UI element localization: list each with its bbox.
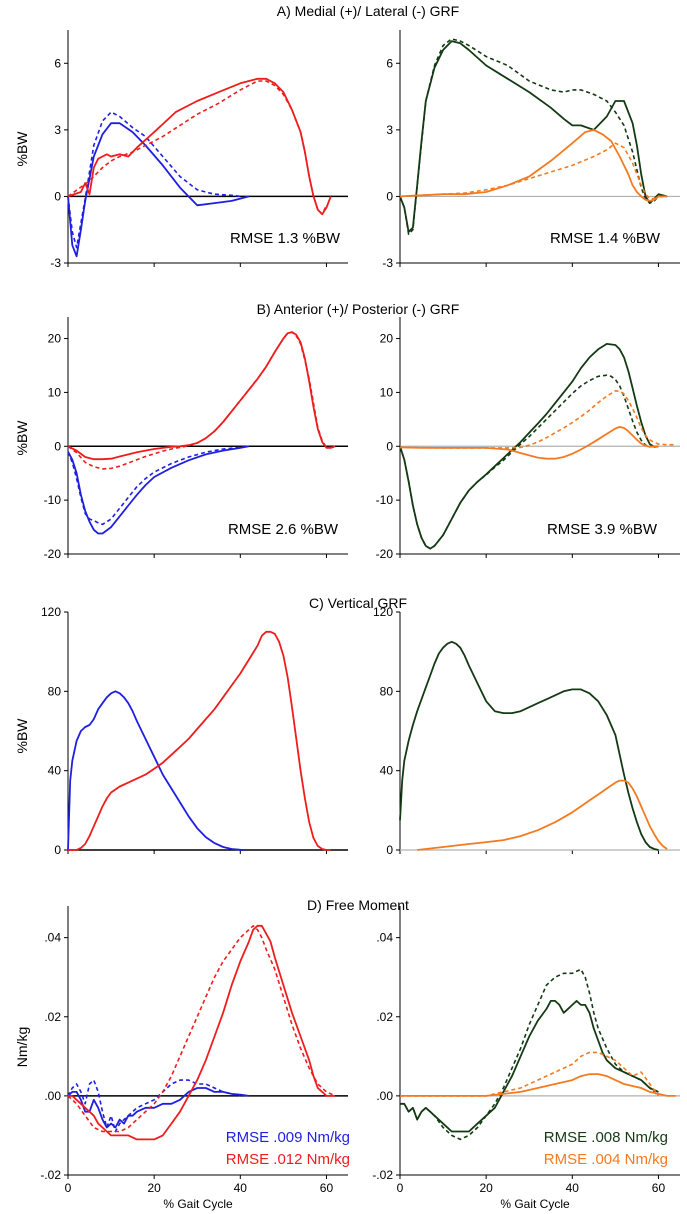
y-tick-label: 0	[54, 189, 61, 203]
title-c: C) Vertical GRF	[309, 595, 407, 611]
y-tick-label: -.02	[372, 1168, 393, 1182]
rmse-annotation: RMSE 1.4 %BW	[550, 230, 661, 247]
y-tick-label: 0	[386, 189, 393, 203]
y-tick-label: 40	[380, 764, 394, 778]
y-tick-label: 40	[48, 764, 62, 778]
series-line-measured	[68, 924, 336, 1141]
y-tick-label: .00	[44, 1089, 61, 1103]
xlabel-left: % Gait Cycle	[163, 1197, 233, 1211]
y-tick-label: 0	[386, 843, 393, 857]
rmse-annotation: RMSE 1.3 %BW	[230, 230, 341, 247]
series-line-predicted	[400, 1051, 660, 1097]
y-tick-label: 120	[373, 605, 393, 619]
series-line-measured	[67, 1087, 250, 1129]
rmse-annotation: RMSE .009 Nm/kg	[226, 1129, 350, 1146]
y-tick-label: -3	[382, 256, 393, 270]
series-line-predicted	[67, 925, 336, 1133]
rmse-annotation: RMSE 3.9 %BW	[547, 521, 658, 538]
xlabel-right: % Gait Cycle	[500, 1197, 570, 1211]
y-tick-label: .04	[376, 931, 393, 945]
y-tick-label: -20	[44, 547, 62, 561]
x-tick-label: 20	[147, 1181, 161, 1195]
y-tick-label: .02	[376, 1010, 393, 1024]
y-tick-label: -20	[376, 547, 394, 561]
panel-c-right: 0 40 80 120	[373, 605, 680, 857]
y-tick-label: 0	[54, 843, 61, 857]
ylabel-d: Nm/kg	[14, 1027, 30, 1067]
x-tick-label: 40	[566, 1181, 580, 1195]
series-line-predicted	[67, 1079, 241, 1133]
y-tick-label: 80	[48, 684, 62, 698]
panel-c-left: 0 40 80 120	[41, 605, 348, 857]
y-tick-label: 120	[41, 605, 61, 619]
rmse-annotation: RMSE .012 Nm/kg	[226, 1151, 350, 1168]
y-tick-label: 3	[386, 123, 393, 137]
series-line-predicted	[400, 968, 660, 1141]
y-tick-label: .04	[44, 931, 61, 945]
x-tick-label: 0	[65, 1181, 72, 1195]
panel-a-left: -3 0 3 6 RMSE 1.3 %BW	[50, 30, 348, 270]
series-line-predicted	[67, 80, 328, 215]
series-line-measured	[67, 331, 336, 461]
ylabel-b: %BW	[14, 420, 30, 456]
y-tick-label: 6	[54, 56, 61, 70]
series-line-predicted	[67, 111, 241, 249]
x-tick-label: 60	[320, 1181, 334, 1195]
panels: -3 0 3 6 RMSE 1.3 %BW -3 0 3 6 RMSE 1.4 %BW -20 -10…	[40, 30, 680, 1195]
series-line-measured	[67, 122, 250, 258]
y-tick-label: 0	[386, 439, 393, 453]
panel-d-right: -.02 .00 .02 .04 0 20 40 60 RMSE .008 Nm/kg RMSE …	[372, 906, 680, 1195]
series-line-measured	[417, 779, 668, 851]
ylabel-a: %BW	[14, 131, 30, 167]
x-tick-label: 0	[397, 1181, 404, 1195]
x-tick-label: 40	[234, 1181, 248, 1195]
series-line-measured	[68, 630, 331, 851]
y-tick-label: 10	[48, 385, 62, 399]
y-tick-label: 10	[380, 385, 394, 399]
series-line-measured	[399, 129, 668, 202]
panel-b-left: -20 -10 0 10 20 RMSE 2.6 %BW	[44, 317, 348, 561]
ylabel-c: %BW	[14, 718, 30, 754]
y-tick-label: .02	[44, 1010, 61, 1024]
y-tick-label: 3	[54, 123, 61, 137]
y-tick-label: -3	[50, 256, 61, 270]
y-tick-label: -10	[44, 493, 62, 507]
series-line-predicted	[399, 142, 659, 200]
panel-d-left: -.02 .00 .02 .04 0 20 40 60 RMSE .009 Nm/kg RMSE …	[40, 906, 350, 1195]
panel-b-right: -20 -10 0 10 20 RMSE 3.9 %BW	[376, 317, 680, 561]
series-line-predicted	[399, 374, 659, 550]
x-tick-label: 60	[652, 1181, 666, 1195]
rmse-annotation: RMSE .008 Nm/kg	[544, 1129, 668, 1146]
series-line-measured	[67, 690, 245, 851]
title-a: A) Medial (+)/ Lateral (-) GRF	[277, 3, 459, 19]
rmse-annotation: RMSE 2.6 %BW	[228, 521, 339, 538]
series-line-measured	[400, 1073, 676, 1097]
y-tick-label: -10	[376, 493, 394, 507]
y-tick-label: -.02	[40, 1168, 61, 1182]
y-tick-label: 20	[380, 332, 394, 346]
y-tick-label: 0	[54, 439, 61, 453]
series-line-measured	[399, 640, 659, 851]
series-line-predicted	[67, 331, 336, 470]
series-line-measured	[400, 1000, 659, 1133]
rmse-annotation: RMSE .004 Nm/kg	[544, 1151, 668, 1168]
y-tick-label: 20	[48, 332, 62, 346]
series-line-predicted	[399, 38, 668, 235]
y-tick-label: 80	[380, 684, 394, 698]
series-line-predicted	[399, 390, 676, 449]
y-tick-label: 6	[386, 56, 393, 70]
title-b: B) Anterior (+)/ Posterior (-) GRF	[257, 301, 460, 317]
series-line-measured	[67, 77, 332, 216]
y-tick-label: .00	[376, 1089, 393, 1103]
x-tick-label: 20	[479, 1181, 493, 1195]
panel-a-right: -3 0 3 6 RMSE 1.4 %BW	[382, 30, 680, 270]
series-line-predicted	[67, 445, 250, 526]
title-d: D) Free Moment	[307, 897, 409, 913]
